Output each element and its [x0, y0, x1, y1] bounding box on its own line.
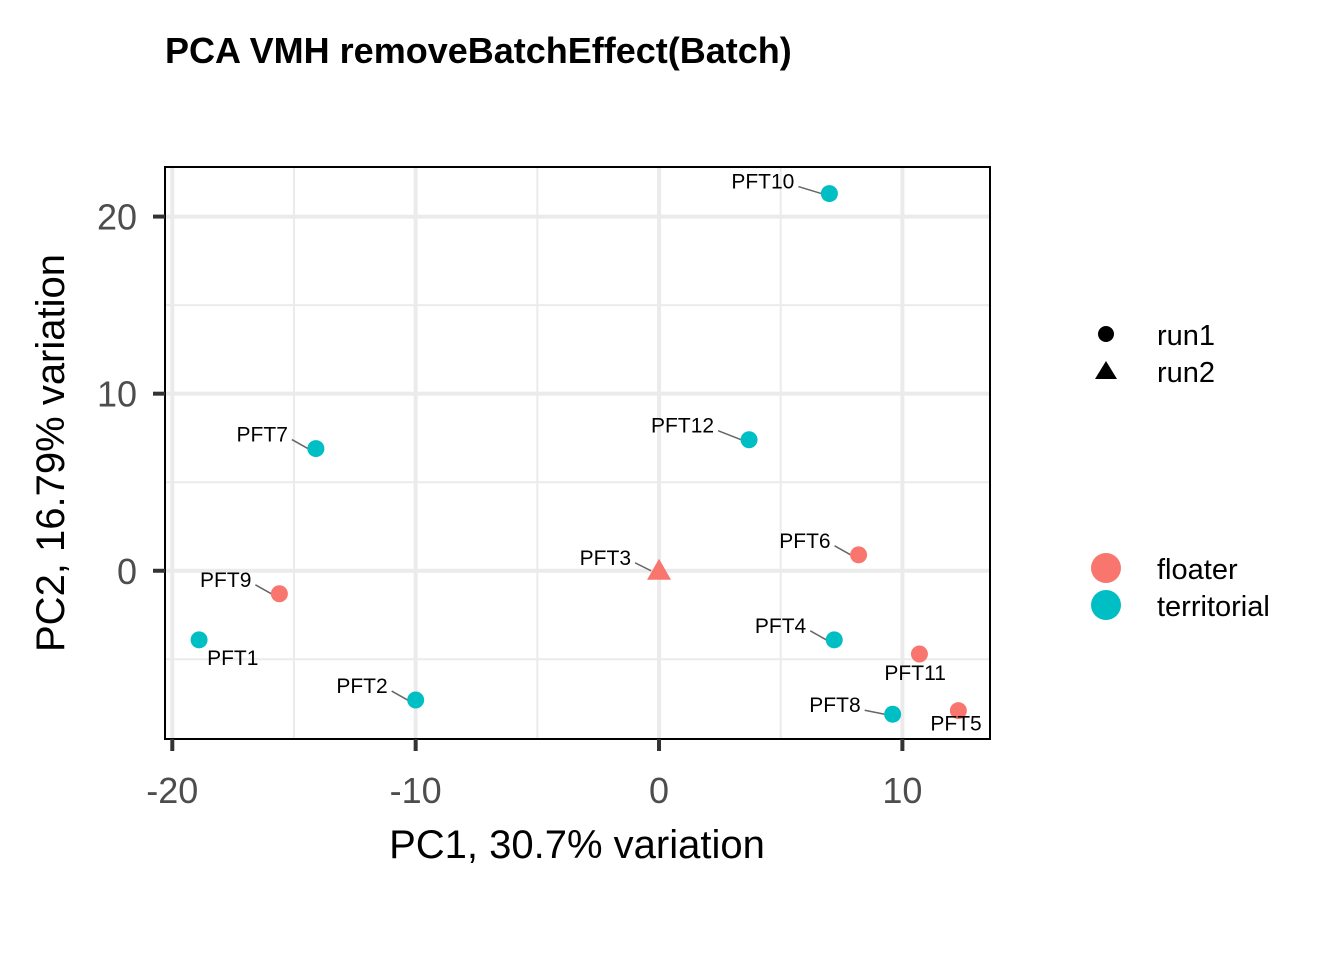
point-pft9: [270, 585, 288, 603]
label-pft8: PFT8: [809, 694, 860, 717]
point-pft11: [910, 645, 928, 663]
legend-label-run2: run2: [1157, 357, 1215, 389]
panel-border: [164, 166, 991, 740]
x-tick-label: 0: [649, 770, 669, 811]
label-pft4: PFT4: [755, 615, 807, 638]
label-pft5: PFT5: [930, 713, 981, 736]
point-pft5: [949, 702, 967, 720]
legend-label-floater: floater: [1157, 554, 1238, 586]
legend-key-run1: [1098, 326, 1114, 342]
leader-pft10: [798, 185, 822, 195]
legend-label-run1: run1: [1157, 320, 1215, 352]
point-pft8: [884, 705, 902, 723]
point-pft10: [820, 185, 838, 203]
x-tick-label: 10: [882, 770, 922, 811]
x-axis-title: PC1, 30.7% variation: [389, 823, 765, 867]
point-pft7: [307, 440, 325, 458]
point-pft1: [190, 631, 208, 649]
label-pft7: PFT7: [237, 424, 288, 447]
point-pft6: [850, 546, 868, 564]
leader-pft8: [864, 709, 885, 715]
legend-label-territorial: territorial: [1157, 591, 1270, 623]
point-pft12: [740, 431, 758, 449]
legend-key-floater: [1091, 553, 1121, 583]
label-pft3: PFT3: [580, 547, 631, 570]
label-pft2: PFT2: [336, 675, 387, 698]
label-leaders: [255, 185, 885, 715]
legend-key-territorial: [1091, 590, 1121, 620]
grid: [165, 167, 990, 739]
y-axis-title: PC2, 16.79% variation: [29, 254, 73, 652]
point-pft4: [825, 631, 843, 649]
point-pft3: [647, 558, 672, 580]
legend-group: floater territorial: [1091, 553, 1270, 623]
label-pft1: PFT1: [207, 647, 258, 670]
data-points: [190, 185, 967, 723]
x-axis-ticks: -20 -10 0 10: [146, 739, 922, 811]
y-tick-label: 10: [97, 374, 137, 415]
label-pft9: PFT9: [200, 569, 251, 592]
leader-pft6: [834, 545, 851, 556]
point-labels: PFT10 PFT7 PFT12 PFT6 PFT3 PFT9 PFT1 PFT4 PFT11 P…: [200, 171, 982, 736]
x-tick-label: -20: [146, 770, 198, 811]
point-pft2: [407, 691, 425, 709]
leader-pft12: [717, 430, 742, 441]
y-axis-ticks: 0 10 20: [97, 197, 165, 592]
y-tick-label: 0: [117, 551, 137, 592]
label-pft6: PFT6: [779, 530, 830, 553]
label-pft12: PFT12: [651, 415, 714, 438]
leader-pft7: [291, 438, 309, 450]
leader-pft4: [809, 630, 827, 641]
legend-key-run2: [1095, 361, 1117, 379]
label-pft10: PFT10: [731, 171, 794, 194]
y-tick-label: 20: [97, 197, 137, 238]
x-tick-label: -10: [390, 770, 442, 811]
label-pft11: PFT11: [884, 662, 945, 685]
leader-pft2: [391, 690, 409, 701]
leader-pft9: [255, 584, 272, 595]
leader-pft3: [634, 562, 652, 572]
legend-batch: run1 run2: [1095, 320, 1215, 389]
chart-title: PCA VMH removeBatchEffect(Batch): [165, 30, 792, 71]
